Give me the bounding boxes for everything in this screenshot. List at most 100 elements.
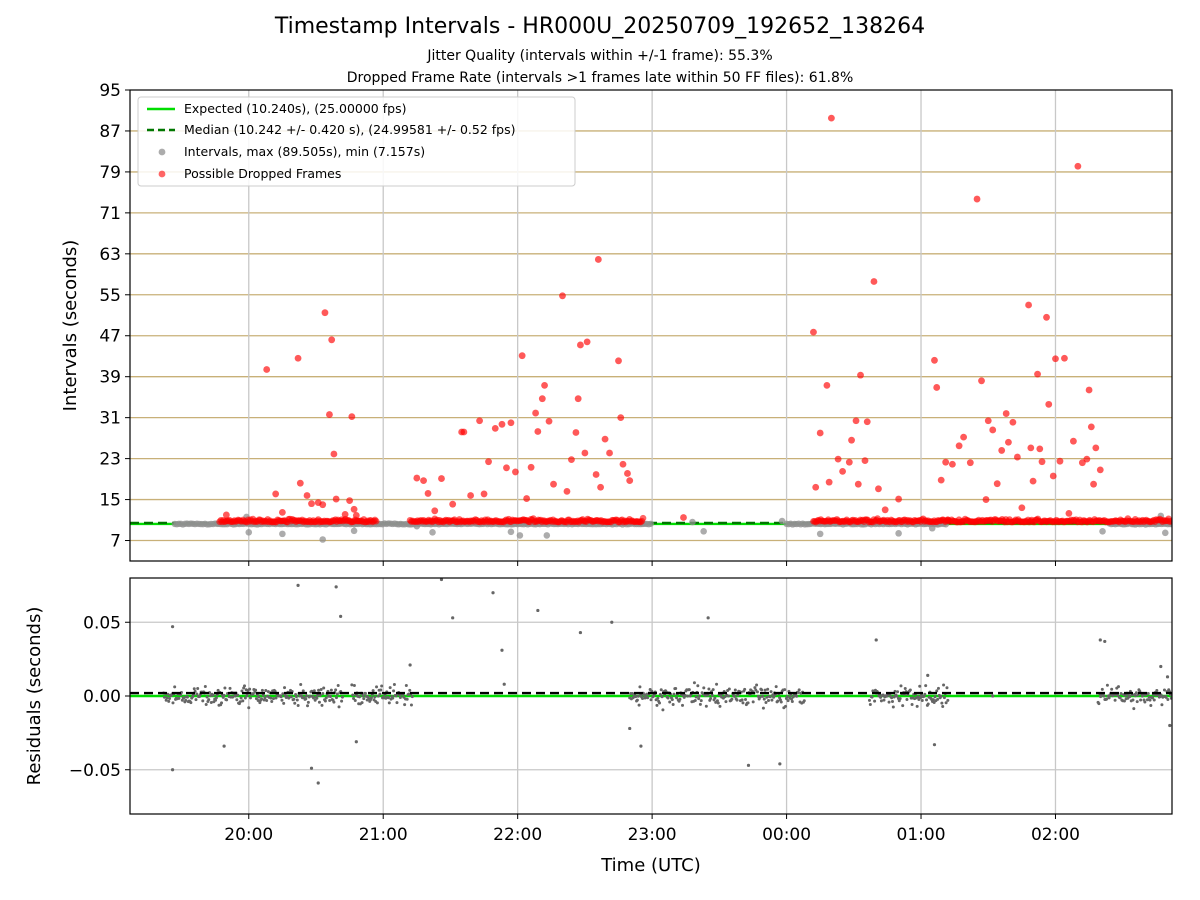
residual-point bbox=[260, 688, 264, 692]
y-tick-label: 7 bbox=[110, 532, 121, 552]
residual-point bbox=[1116, 685, 1120, 689]
dropped-frame-point bbox=[601, 435, 609, 443]
residual-point bbox=[926, 702, 930, 706]
dropped-frame-point bbox=[937, 476, 945, 484]
residual-point bbox=[361, 694, 365, 698]
residual-point bbox=[674, 686, 678, 690]
residual-point bbox=[1165, 675, 1170, 679]
residual-point bbox=[451, 616, 455, 620]
residual-point bbox=[718, 704, 722, 708]
residual-point bbox=[709, 697, 713, 701]
dropped-frame-point bbox=[1043, 313, 1050, 321]
dropped-frame-points bbox=[216, 114, 1172, 526]
residual-point bbox=[630, 692, 634, 696]
residual-point bbox=[755, 690, 759, 694]
residual-point bbox=[405, 697, 409, 701]
residual-point bbox=[316, 781, 320, 785]
dropped-frame-point bbox=[438, 475, 445, 482]
residual-point bbox=[309, 766, 314, 770]
residual-point bbox=[706, 693, 710, 697]
residual-point bbox=[1134, 691, 1138, 695]
residual-point bbox=[387, 701, 391, 705]
dropped-frame-point bbox=[619, 460, 627, 468]
residual-point bbox=[925, 698, 929, 702]
residual-point bbox=[263, 696, 267, 700]
residual-point bbox=[378, 692, 382, 696]
residual-point bbox=[279, 695, 283, 699]
interval-point bbox=[507, 528, 515, 536]
dropped-frame-point bbox=[480, 490, 488, 498]
residual-point bbox=[783, 688, 787, 692]
residual-point bbox=[292, 697, 296, 701]
dropped-frame-point bbox=[326, 411, 333, 418]
residual-point bbox=[166, 692, 170, 696]
residual-point bbox=[177, 696, 181, 700]
dropped-frame-point bbox=[931, 356, 938, 364]
dropped-frame-point bbox=[960, 433, 967, 441]
residual-point bbox=[765, 695, 769, 699]
residual-point bbox=[248, 696, 252, 700]
residual-point bbox=[768, 695, 772, 699]
residual-point bbox=[671, 702, 675, 706]
interval-point bbox=[647, 520, 654, 527]
residual-point bbox=[296, 583, 300, 587]
residual-point bbox=[1123, 693, 1127, 697]
chart-subtitle-jitter: Jitter Quality (intervals within +/-1 fr… bbox=[427, 48, 773, 64]
residual-point bbox=[1118, 696, 1122, 700]
dropped-frame-point bbox=[857, 371, 864, 379]
residual-point bbox=[892, 695, 896, 699]
residual-point bbox=[182, 696, 186, 700]
residual-point bbox=[767, 699, 771, 703]
residual-point bbox=[637, 703, 641, 707]
dropped-frame-point bbox=[507, 419, 515, 427]
dropped-frame-point bbox=[278, 508, 286, 516]
residual-point bbox=[687, 688, 691, 692]
residual-point bbox=[802, 699, 806, 703]
dropped-frame-point bbox=[485, 458, 492, 466]
residual-point bbox=[711, 688, 715, 692]
residual-point bbox=[214, 698, 218, 702]
residual-point bbox=[241, 699, 245, 703]
residual-point bbox=[890, 699, 894, 703]
residual-point bbox=[1100, 687, 1104, 691]
dropped-frame-point bbox=[328, 336, 336, 344]
residual-point bbox=[899, 684, 903, 688]
y-tick-label: 39 bbox=[99, 368, 121, 388]
residual-point bbox=[247, 706, 251, 710]
residual-point bbox=[784, 704, 788, 708]
residual-point bbox=[211, 693, 215, 697]
dropped-frame-point bbox=[812, 483, 820, 491]
interval-point bbox=[700, 528, 707, 535]
residual-point bbox=[946, 698, 950, 702]
dropped-frame-point bbox=[330, 450, 338, 458]
residual-point bbox=[786, 699, 790, 703]
residual-point bbox=[318, 693, 322, 697]
dropped-frame-point bbox=[1002, 410, 1010, 417]
residual-point bbox=[991, 694, 995, 698]
dropped-frame-point bbox=[296, 479, 304, 487]
residual-point bbox=[354, 740, 358, 744]
residual-point bbox=[1131, 698, 1135, 702]
dropped-frame-point bbox=[460, 428, 468, 436]
dropped-frame-point bbox=[825, 478, 833, 486]
interval-point bbox=[778, 517, 786, 525]
residual-point bbox=[698, 702, 702, 706]
x-tick-label: 23:00 bbox=[628, 825, 677, 845]
residual-points bbox=[162, 578, 1172, 785]
residual-point bbox=[350, 683, 354, 687]
residual-point bbox=[868, 702, 872, 706]
legend-entry-label: Median (10.242 +/- 0.420 s), (24.99581 +… bbox=[184, 122, 515, 137]
residual-point bbox=[305, 694, 309, 698]
residual-point bbox=[1164, 695, 1168, 699]
dropped-frame-point bbox=[848, 436, 855, 444]
residual-point bbox=[235, 698, 239, 702]
residual-point bbox=[678, 697, 682, 701]
dropped-frame-point bbox=[476, 417, 483, 425]
residual-point bbox=[373, 695, 377, 699]
residual-point bbox=[222, 693, 226, 697]
y-tick-label: 47 bbox=[99, 327, 121, 347]
residual-point bbox=[293, 701, 297, 705]
dropped-frame-point bbox=[626, 477, 634, 485]
residual-point bbox=[703, 694, 707, 698]
residual-point bbox=[379, 688, 383, 692]
